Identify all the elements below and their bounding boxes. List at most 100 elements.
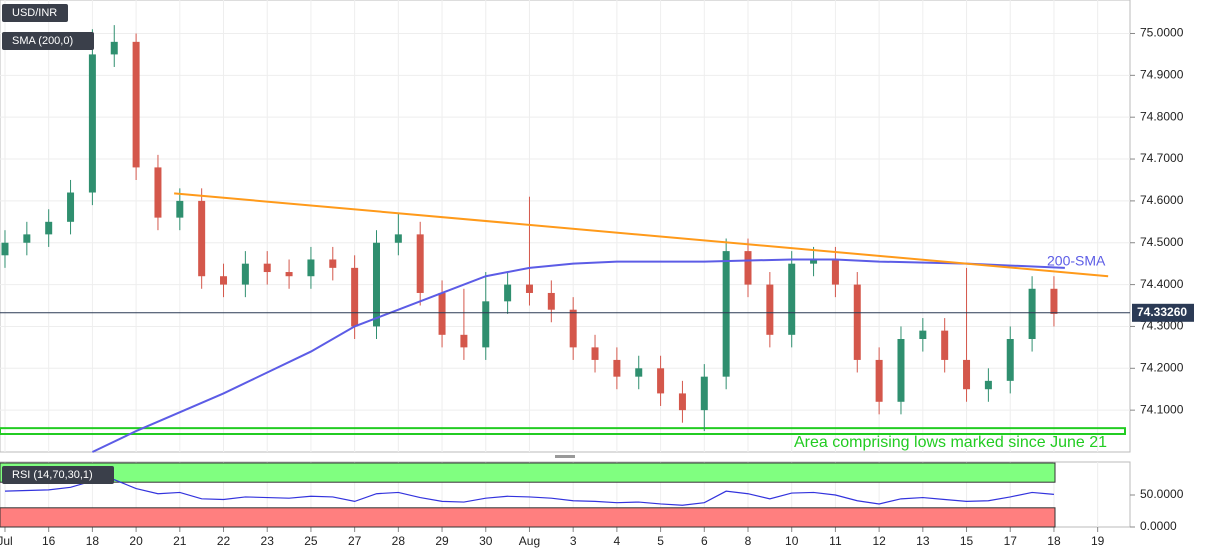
candle-body <box>154 167 162 218</box>
x-tick-label: 6 <box>701 534 708 548</box>
candle-body <box>722 251 730 377</box>
support-zone <box>0 427 1126 436</box>
x-tick-label: 28 <box>392 534 406 548</box>
overbought-band <box>0 462 1056 483</box>
y-tick-label: 74.4000 <box>1140 277 1184 291</box>
last-price-box <box>1132 303 1194 322</box>
candle-body <box>329 259 337 268</box>
candle-body <box>263 263 271 273</box>
candle-body <box>525 284 533 293</box>
candle-body <box>1028 288 1036 339</box>
symbol-label-box <box>2 4 68 22</box>
candle-body <box>853 284 861 360</box>
rsi-line <box>4 479 1055 506</box>
symbol-label: USD/INR <box>12 7 57 19</box>
candle-body <box>220 276 228 285</box>
x-tick-label: 3 <box>570 534 577 548</box>
x-tick-label: 19 <box>1091 534 1105 548</box>
candle-body <box>897 339 905 402</box>
zone-label: Area comprising lows marked since June 2… <box>794 434 1107 451</box>
candle-body <box>351 267 359 327</box>
y-tick-label: 74.3000 <box>1140 319 1184 333</box>
candle-body <box>635 368 643 377</box>
rsi-label-box <box>2 466 114 484</box>
sma-label: 200-SMA <box>1047 253 1106 269</box>
x-tick-label: 5 <box>657 534 664 548</box>
candle-body <box>1 242 9 256</box>
panel-divider <box>555 455 575 458</box>
x-tick-label: 13 <box>916 534 930 548</box>
candle-body <box>941 330 949 360</box>
x-tick-label: 15 <box>960 534 974 548</box>
trendline <box>174 192 1109 278</box>
x-tick-label: 27 <box>348 534 362 548</box>
x-tick-label: 17 <box>1004 534 1018 548</box>
candle-body <box>198 200 206 277</box>
x-tick-label: 18 <box>86 534 100 548</box>
candle-body <box>810 259 818 264</box>
x-tick-label: Jul <box>0 534 13 548</box>
candle-body <box>766 284 774 335</box>
y-tick-label: 74.9000 <box>1140 68 1184 82</box>
candle-body <box>438 292 446 335</box>
candle-body <box>460 334 468 348</box>
candle-body <box>1006 339 1014 381</box>
candle-body <box>1050 288 1058 314</box>
x-tick-label: 11 <box>829 534 842 548</box>
candle-body <box>591 347 599 360</box>
candle-body <box>88 54 96 193</box>
x-tick-label: 23 <box>261 534 275 548</box>
y-tick-label: 74.1000 <box>1140 402 1184 416</box>
candle-body <box>744 251 752 285</box>
candle-body <box>831 259 839 285</box>
y-tick-label: 74.5000 <box>1140 235 1184 249</box>
x-tick-label: 10 <box>785 534 799 548</box>
x-tick-label: Aug <box>519 534 540 548</box>
candle-body <box>45 221 53 235</box>
oversold-band <box>0 507 1056 528</box>
candle-body <box>372 242 380 327</box>
x-tick-label: 29 <box>435 534 449 548</box>
x-tick-label: 21 <box>173 534 187 548</box>
x-tick-label: 18 <box>1047 534 1061 548</box>
y-tick-label: 74.7000 <box>1140 151 1184 165</box>
x-tick-label: 8 <box>745 534 752 548</box>
x-tick-label: 22 <box>217 534 231 548</box>
candle-body <box>788 263 796 335</box>
candle-body <box>241 263 249 285</box>
y-tick-label: 74.2000 <box>1140 360 1184 374</box>
candle-body <box>416 234 424 293</box>
y-tick-label: 75.0000 <box>1140 26 1184 40</box>
candle-body <box>963 359 971 390</box>
price-panel <box>0 0 1131 453</box>
y-tick-label: 74.6000 <box>1140 193 1184 207</box>
candle-body <box>132 41 140 168</box>
candle-body <box>569 309 577 348</box>
candle-body <box>394 234 402 243</box>
y-tick-label: 0.0000 <box>1140 519 1177 533</box>
x-tick-label: 25 <box>304 534 318 548</box>
candle-body <box>23 234 31 243</box>
indicator-label-box <box>2 32 94 50</box>
candle-body <box>700 376 708 411</box>
candle-body <box>67 192 75 222</box>
candle-body <box>504 284 512 302</box>
x-tick-label: 16 <box>42 534 56 548</box>
candle-body <box>176 200 184 218</box>
x-tick-label: 30 <box>479 534 493 548</box>
candle-body <box>657 368 665 394</box>
x-tick-label: 20 <box>129 534 143 548</box>
rsi-label: RSI (14,70,30,1) <box>12 469 93 481</box>
sma-line <box>91 258 1065 453</box>
candle-body <box>613 359 621 377</box>
last-price-label: 74.33260 <box>1137 305 1187 319</box>
candle-body <box>285 272 293 277</box>
candle-body <box>875 359 883 402</box>
y-tick-label: 50.0000 <box>1140 487 1184 501</box>
y-tick-label: 74.8000 <box>1140 109 1184 123</box>
x-tick-label: 4 <box>614 534 621 548</box>
candle-body <box>984 380 992 390</box>
candle-body <box>482 301 490 348</box>
candle-body <box>919 330 927 339</box>
